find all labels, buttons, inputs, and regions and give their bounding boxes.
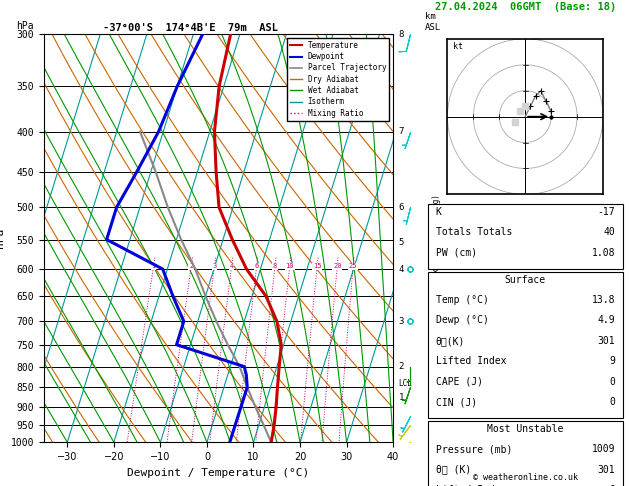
Text: CIN (J): CIN (J) (435, 397, 477, 407)
Text: Lifted Index: Lifted Index (435, 485, 506, 486)
Text: 3: 3 (213, 263, 216, 269)
Text: 40: 40 (603, 227, 615, 238)
Text: 7: 7 (399, 127, 404, 136)
Text: 4.9: 4.9 (598, 315, 615, 326)
Bar (428, 272, 623, 418)
Text: 3: 3 (399, 317, 404, 326)
Text: 5: 5 (399, 238, 404, 247)
Text: 0: 0 (609, 397, 615, 407)
Text: 1.08: 1.08 (591, 248, 615, 258)
Text: 6: 6 (255, 263, 259, 269)
Y-axis label: hPa: hPa (0, 228, 5, 248)
Text: Temp (°C): Temp (°C) (435, 295, 488, 305)
Text: 6: 6 (399, 203, 404, 212)
Text: θᴄ(K): θᴄ(K) (435, 336, 465, 346)
Text: 301: 301 (598, 336, 615, 346)
Text: 8: 8 (399, 30, 404, 38)
Text: 4: 4 (230, 263, 234, 269)
Text: 9: 9 (609, 485, 615, 486)
Text: kt: kt (453, 42, 463, 51)
Text: 27.04.2024  06GMT  (Base: 18): 27.04.2024 06GMT (Base: 18) (435, 2, 616, 13)
Bar (428, 421, 623, 486)
Text: CAPE (J): CAPE (J) (435, 377, 482, 387)
Legend: Temperature, Dewpoint, Parcel Trajectory, Dry Adiabat, Wet Adiabat, Isotherm, Mi: Temperature, Dewpoint, Parcel Trajectory… (287, 38, 389, 121)
Text: PW (cm): PW (cm) (435, 248, 477, 258)
Text: 1: 1 (152, 263, 156, 269)
Text: K: K (435, 207, 442, 217)
Text: 2: 2 (399, 362, 404, 371)
Text: Totals Totals: Totals Totals (435, 227, 512, 238)
Text: 25: 25 (349, 263, 357, 269)
Text: LCL: LCL (399, 380, 413, 388)
Text: 15: 15 (313, 263, 321, 269)
Text: Dewp (°C): Dewp (°C) (435, 315, 488, 326)
Text: Surface: Surface (504, 275, 546, 285)
Text: 10: 10 (286, 263, 294, 269)
Text: 4: 4 (399, 264, 404, 274)
Text: hPa: hPa (16, 21, 33, 31)
Text: © weatheronline.co.uk: © weatheronline.co.uk (473, 473, 577, 482)
Text: Mixing Ratio (g/kg): Mixing Ratio (g/kg) (432, 194, 441, 282)
Text: 301: 301 (598, 465, 615, 475)
Text: 9: 9 (609, 356, 615, 366)
Text: 8: 8 (273, 263, 277, 269)
Bar (428, 204, 623, 269)
Text: Lifted Index: Lifted Index (435, 356, 506, 366)
Text: -17: -17 (598, 207, 615, 217)
Text: Most Unstable: Most Unstable (487, 424, 564, 434)
Text: km
ASL: km ASL (425, 12, 441, 32)
X-axis label: Dewpoint / Temperature (°C): Dewpoint / Temperature (°C) (128, 468, 309, 478)
Text: 13.8: 13.8 (591, 295, 615, 305)
Text: 0: 0 (609, 377, 615, 387)
Title: -37°00'S  174°4B'E  79m  ASL: -37°00'S 174°4B'E 79m ASL (103, 23, 278, 33)
Text: 1: 1 (399, 393, 404, 402)
Text: θᴄ (K): θᴄ (K) (435, 465, 470, 475)
Text: 1009: 1009 (591, 444, 615, 454)
Text: 20: 20 (333, 263, 342, 269)
Text: Pressure (mb): Pressure (mb) (435, 444, 512, 454)
Text: 2: 2 (189, 263, 193, 269)
